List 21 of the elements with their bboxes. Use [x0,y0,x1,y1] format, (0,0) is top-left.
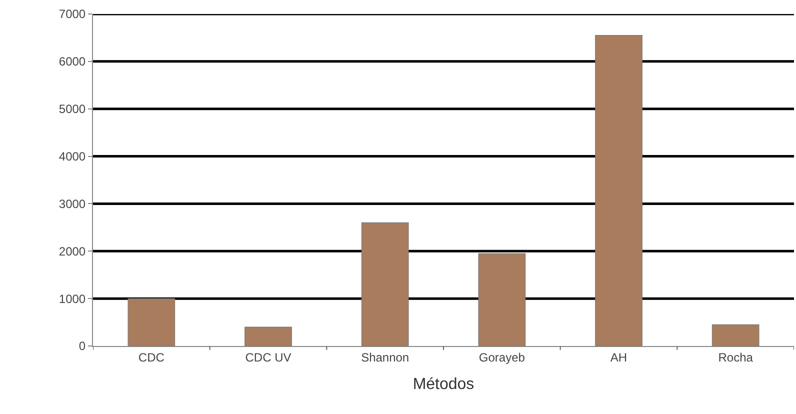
y-tick-label: 1000 [58,292,86,306]
bar [595,35,642,346]
x-axis-title: Métodos [412,376,474,394]
bar [244,326,292,346]
x-tick-label: Shannon [361,350,410,364]
y-tick-label: 7000 [58,7,86,22]
x-tick-label: AH [610,350,628,364]
bar [128,298,176,346]
bar [712,324,760,346]
x-tick-label: Rocha [718,350,754,364]
bar [478,253,526,346]
x-tick-label: CDC UV [245,350,292,364]
y-tick-label: 4000 [58,149,86,164]
x-tick-label: CDC [138,350,165,364]
y-tick-label: 6000 [58,54,86,69]
y-tick-label: 3000 [58,196,86,211]
bar [361,222,409,346]
y-tick-label: 0 [78,339,86,354]
x-tick-label: Gorayeb [478,350,526,364]
y-tick-label: 5000 [58,102,86,116]
y-tick-label: 2000 [58,244,86,258]
